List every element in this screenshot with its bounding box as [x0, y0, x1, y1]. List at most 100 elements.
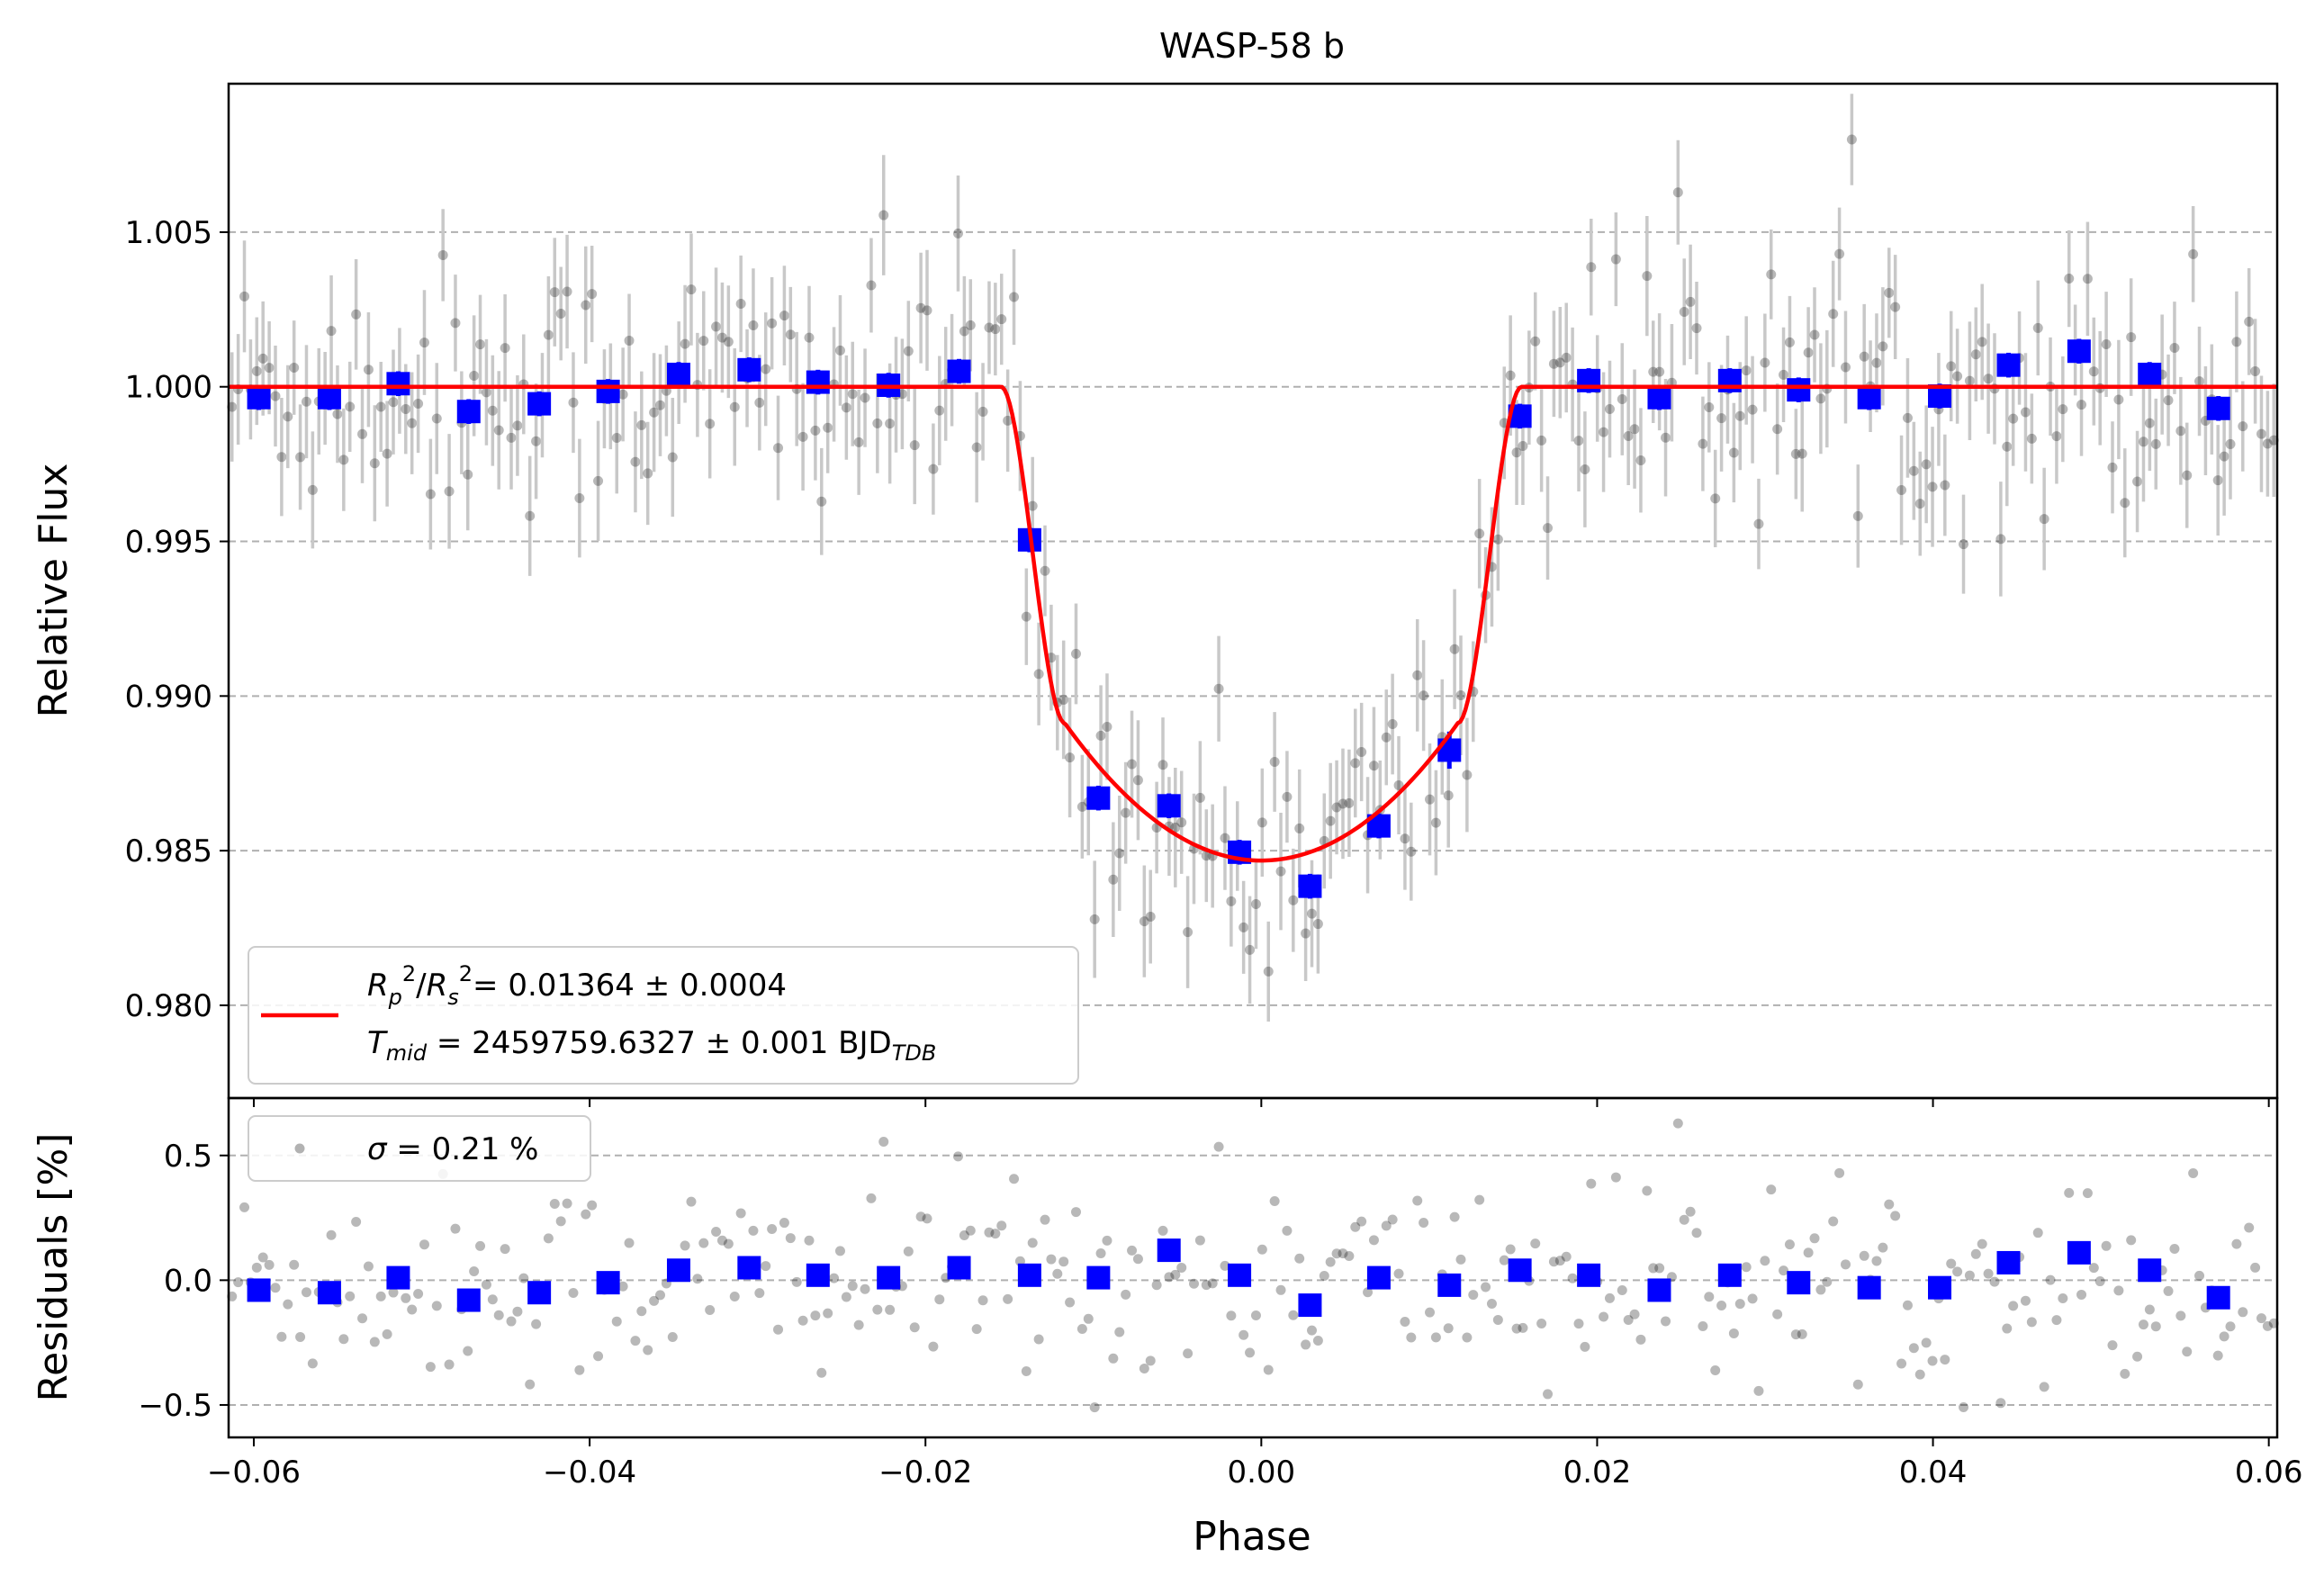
residual-point [1194, 1235, 1205, 1246]
binned-flux-point [1996, 353, 2021, 377]
binned-flux-point [456, 400, 481, 424]
residual-point [834, 1246, 845, 1256]
residual-point [2045, 1274, 2056, 1285]
raw-flux-point [2144, 418, 2155, 428]
top-y-tick-label: 1.000 [125, 370, 212, 406]
binned-flux-point [1298, 874, 1322, 898]
residual-point [692, 1274, 703, 1284]
residual-point [2126, 1235, 2137, 1246]
residual-point [711, 1226, 722, 1237]
raw-flux-point [363, 365, 374, 375]
residual-point [915, 1211, 926, 1222]
raw-flux-point [481, 387, 491, 398]
raw-flux-point [1779, 369, 1789, 380]
binned-residual-point [317, 1281, 341, 1305]
residual-point [1226, 1310, 1237, 1321]
raw-flux-point [257, 353, 268, 364]
residual-point [885, 1304, 896, 1315]
residual-point [1468, 1290, 1479, 1301]
residual-point [2225, 1321, 2236, 1332]
raw-flux-point [500, 343, 510, 354]
residual-point [562, 1198, 572, 1209]
residual-point [264, 1259, 275, 1270]
raw-flux-point [1741, 365, 1752, 376]
light-curve-panel: 0.980 0.985 0.990 0.995 1.000 1.005 Relative … [31, 82, 2279, 1107]
raw-flux-point [307, 484, 318, 495]
bottom-y-tick-label: 0.0 [164, 1263, 212, 1299]
residual-point [1741, 1262, 1752, 1273]
binned-flux-point [2206, 396, 2230, 420]
residual-point [1499, 1255, 1509, 1265]
raw-flux-point [1139, 916, 1149, 927]
residual-point [1065, 1297, 1076, 1308]
binned-residual-points [247, 1238, 2230, 1318]
residual-point [1661, 1316, 1671, 1327]
raw-flux-point [425, 489, 436, 500]
raw-flux-point [251, 365, 262, 376]
residual-point [1319, 1270, 1329, 1281]
raw-flux-point [276, 452, 287, 463]
raw-flux-point [469, 370, 480, 381]
residual-point [990, 1229, 1001, 1239]
residual-point [568, 1287, 579, 1298]
raw-flux-point [1908, 465, 1919, 476]
residual-point [2002, 1323, 2013, 1334]
raw-flux-point [1275, 866, 1286, 877]
raw-flux-point [1834, 248, 1845, 259]
residual-point [1871, 1256, 1882, 1266]
raw-flux-point [2182, 470, 2193, 481]
raw-flux-point [1548, 358, 1559, 369]
top-y-tick-label: 0.985 [125, 833, 212, 869]
residual-point [1518, 1322, 1528, 1333]
raw-flux-point [512, 420, 523, 431]
raw-flux-point [475, 339, 486, 350]
raw-flux-point [1518, 440, 1528, 451]
raw-flux-point [748, 320, 759, 331]
residual-point [1188, 1278, 1199, 1289]
raw-flux-point [1623, 430, 1634, 441]
raw-flux-point [1288, 895, 1299, 905]
top-y-tick-label: 1.005 [125, 215, 212, 251]
residual-point [289, 1259, 300, 1270]
raw-flux-point [1964, 375, 1975, 386]
raw-flux-point [965, 320, 976, 330]
raw-flux-point [1946, 361, 1957, 372]
raw-flux-point [1307, 908, 1318, 919]
raw-flux-point [1406, 846, 1417, 857]
residual-point [1114, 1327, 1125, 1337]
raw-flux-point [1220, 833, 1230, 843]
raw-flux-point [630, 456, 641, 467]
residual-point [270, 1283, 281, 1293]
raw-flux-point [1878, 341, 1888, 352]
binned-residual-point [386, 1265, 410, 1290]
residual-point [1617, 1285, 1627, 1296]
raw-flux-point [401, 403, 411, 414]
raw-flux-point [2256, 428, 2266, 439]
raw-flux-point [1698, 438, 1708, 449]
raw-flux-point [555, 308, 566, 319]
raw-flux-point [593, 475, 604, 486]
residual-point [500, 1244, 510, 1255]
raw-flux-point [2076, 400, 2087, 410]
raw-flux-point [2058, 404, 2068, 415]
residual-point [1095, 1248, 1106, 1259]
binned-residual-point [1928, 1275, 1952, 1300]
residual-point [1269, 1195, 1280, 1206]
binned-residual-point [1437, 1273, 1462, 1297]
raw-flux-point [2244, 316, 2255, 327]
residual-point [239, 1202, 250, 1212]
raw-flux-point [1530, 336, 1541, 347]
raw-flux-point [841, 402, 851, 413]
residual-point [680, 1240, 690, 1251]
binned-flux-point [1787, 378, 1811, 402]
raw-flux-point [847, 389, 858, 400]
x-tick-label: −0.02 [878, 1454, 972, 1490]
residual-point [1822, 1276, 1833, 1287]
raw-flux-point [2188, 248, 2199, 259]
raw-flux-point [1294, 823, 1305, 833]
raw-flux-point [1772, 424, 1783, 435]
raw-flux-point [952, 228, 963, 239]
raw-flux-point [797, 431, 808, 442]
residual-point [952, 1151, 963, 1162]
binned-flux-point [1857, 385, 1881, 410]
